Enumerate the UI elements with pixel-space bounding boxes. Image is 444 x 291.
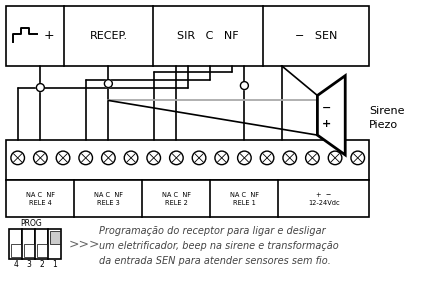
Bar	[9, 229, 22, 259]
Bar	[6, 180, 369, 217]
Text: PROG: PROG	[20, 219, 42, 228]
Text: −   SEN: − SEN	[295, 31, 337, 41]
Text: −: −	[321, 102, 331, 112]
Text: 2: 2	[39, 260, 44, 269]
Bar	[24, 244, 34, 257]
Text: 3: 3	[26, 260, 31, 269]
Circle shape	[104, 80, 112, 88]
Text: Programação do receptor para ligar e desligar
um eletrificador, beep na sirene e: Programação do receptor para ligar e des…	[99, 226, 338, 266]
Bar	[36, 244, 47, 257]
Text: +  −
12-24Vdc: + − 12-24Vdc	[308, 192, 340, 207]
Bar	[6, 6, 369, 66]
Bar	[50, 231, 59, 244]
Bar	[35, 229, 48, 259]
Text: 4: 4	[13, 260, 18, 269]
Bar	[6, 140, 369, 180]
Text: RECEP.: RECEP.	[90, 31, 128, 41]
Circle shape	[36, 84, 44, 92]
Text: NA C  NF
RELE 1: NA C NF RELE 1	[230, 192, 259, 207]
Text: >>>: >>>	[69, 237, 100, 251]
Text: +: +	[44, 29, 55, 42]
Bar	[11, 244, 21, 257]
Circle shape	[240, 81, 248, 90]
Text: NA C  NF
RELE 4: NA C NF RELE 4	[26, 192, 55, 207]
Polygon shape	[317, 76, 345, 155]
Bar	[48, 229, 61, 259]
Bar	[22, 229, 35, 259]
Text: +: +	[322, 119, 331, 129]
Text: SIR   C   NF: SIR C NF	[177, 31, 239, 41]
Text: NA C  NF
RELE 2: NA C NF RELE 2	[162, 192, 191, 207]
Text: 1: 1	[52, 260, 57, 269]
Text: NA C  NF
RELE 3: NA C NF RELE 3	[94, 192, 123, 207]
Text: Sirene
Piezo: Sirene Piezo	[369, 106, 404, 130]
